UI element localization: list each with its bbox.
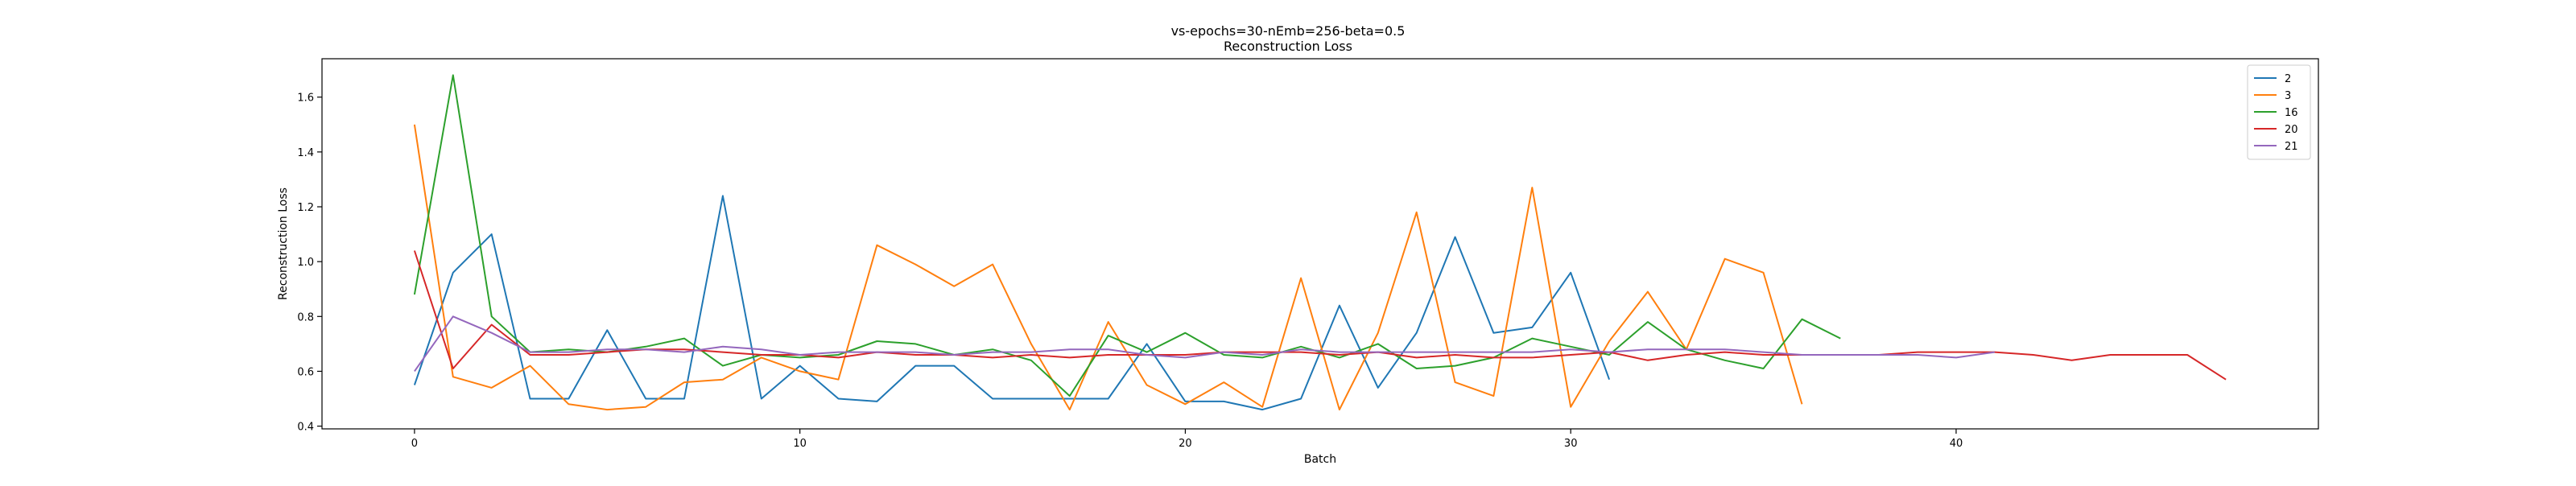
y-tick-label: 0.4 xyxy=(297,422,314,434)
x-tick-label: 0 xyxy=(411,438,418,450)
chart-subtitle: Reconstruction Loss xyxy=(1224,39,1352,54)
plot-frame xyxy=(321,58,2319,430)
y-tick-label: 0.6 xyxy=(297,366,314,378)
series-line-3 xyxy=(413,124,1803,411)
legend-box xyxy=(2247,64,2311,160)
series-line-16 xyxy=(413,74,1841,397)
y-tick-label: 0.8 xyxy=(297,311,314,323)
legend-label-20: 20 xyxy=(2285,124,2298,136)
legend: 2 3 16 20 21 xyxy=(2247,64,2311,160)
x-tick-label: 30 xyxy=(1564,438,1578,450)
y-tick-label: 1.4 xyxy=(297,147,314,159)
x-tick-label: 20 xyxy=(1179,438,1192,450)
legend-label-16: 16 xyxy=(2285,107,2298,119)
x-tick-label: 40 xyxy=(1950,438,1963,450)
series-line-20 xyxy=(413,250,2227,381)
x-tick-label: 10 xyxy=(793,438,807,450)
y-axis-label: Reconstruction Loss xyxy=(277,187,290,300)
plot-area xyxy=(413,74,2227,411)
legend-label-2: 2 xyxy=(2285,73,2291,85)
chart-title: vs-epochs=30-nEmb=256-beta=0.5 xyxy=(1171,23,1406,39)
series-line-21 xyxy=(414,315,1995,372)
series-line-2 xyxy=(413,195,1611,411)
legend-label-21: 21 xyxy=(2285,141,2298,153)
x-axis-label: Batch xyxy=(1304,453,1336,466)
y-tick-label: 1.0 xyxy=(297,257,314,269)
y-tick-label: 1.2 xyxy=(297,202,314,214)
axes: 0 10 20 30 40 0.4 0.6 0.8 1.0 1.2 1.4 1.6 xyxy=(297,93,1963,450)
legend-label-3: 3 xyxy=(2285,90,2291,102)
y-tick-label: 1.6 xyxy=(297,93,314,105)
